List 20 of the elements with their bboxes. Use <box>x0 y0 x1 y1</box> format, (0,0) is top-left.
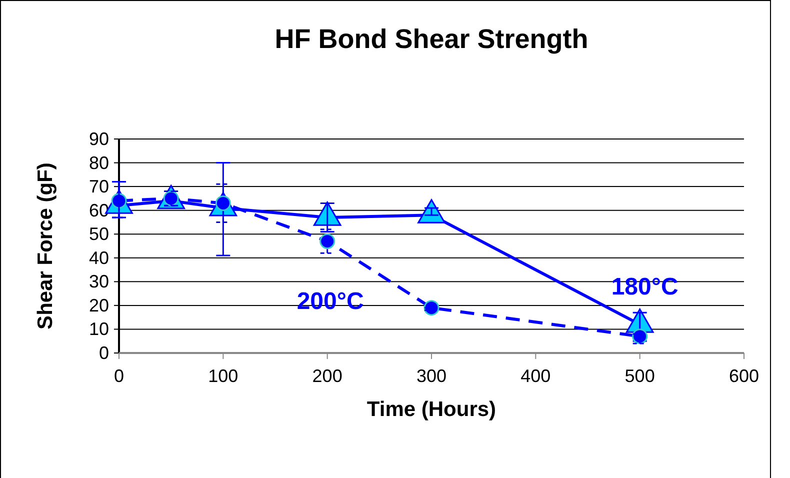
y-tick-label: 30 <box>88 272 109 292</box>
x-tick-label: 500 <box>624 366 655 386</box>
y-tick-label: 80 <box>88 152 109 173</box>
y-tick-label: 70 <box>88 176 109 197</box>
y-tick-label: 0 <box>98 343 109 363</box>
y-tick-label: 20 <box>88 295 109 316</box>
x-tick-label: 0 <box>114 366 124 386</box>
x-tick-label: 600 <box>728 366 760 386</box>
y-tick-label: 10 <box>88 319 109 340</box>
x-axis-title: Time (Hours) <box>366 398 496 421</box>
y-tick-label: 90 <box>88 129 109 149</box>
y-tick-label: 50 <box>88 224 109 244</box>
y-tick-label: 40 <box>88 248 109 268</box>
x-tick-label: 300 <box>416 366 447 386</box>
x-tick-label: 100 <box>208 366 238 386</box>
series-label: 180°C <box>611 273 678 300</box>
chart-title: HF Bond Shear Strength <box>274 24 588 54</box>
x-tick-label: 400 <box>520 366 551 386</box>
y-axis-title: Shear Force (gF) <box>34 162 57 330</box>
x-tick-label: 200 <box>312 366 342 386</box>
